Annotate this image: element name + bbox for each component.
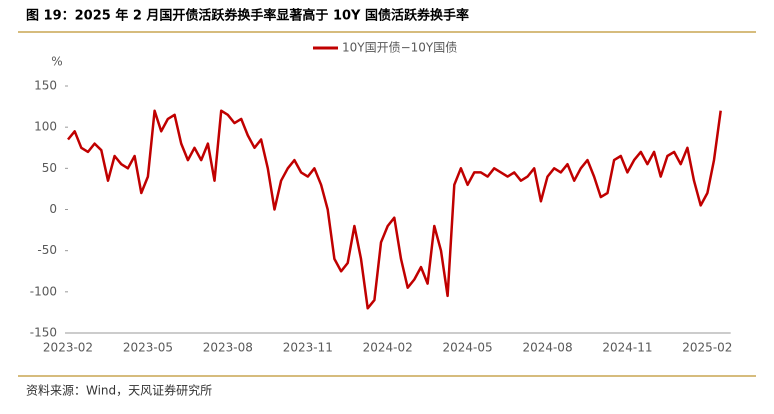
x-tick-label: 2024-05 xyxy=(443,341,493,355)
x-tick-label: 2023-08 xyxy=(203,341,253,355)
x-tick-label: 2023-05 xyxy=(123,341,173,355)
legend-label: 10Y国开债−10Y国债 xyxy=(342,41,457,55)
x-tick-label: 2024-08 xyxy=(522,341,572,355)
x-tick-label: 2024-02 xyxy=(363,341,413,355)
x-tick-label: 2024-11 xyxy=(602,341,652,355)
series-line xyxy=(67,109,722,310)
x-tick-label: 2023-02 xyxy=(43,341,93,355)
chart-title: 图 19：2025 年 2 月国开债活跃券换手率显著高于 10Y 国债活跃券换手… xyxy=(26,8,469,24)
y-tick-label: 0 xyxy=(49,202,57,216)
source-note: 资料来源：Wind，天风证券研究所 xyxy=(26,383,212,398)
y-axis-label: % xyxy=(51,55,62,69)
y-tick-label: -150 xyxy=(30,326,57,340)
y-tick-label: 150 xyxy=(34,79,57,93)
y-tick-label: 100 xyxy=(34,120,57,134)
y-tick-label: -100 xyxy=(30,284,57,298)
x-tick-label: 2023-11 xyxy=(283,341,333,355)
x-tick-label: 2025-02 xyxy=(682,341,732,355)
y-tick-label: 50 xyxy=(42,161,57,175)
y-tick-label: -50 xyxy=(37,243,57,257)
